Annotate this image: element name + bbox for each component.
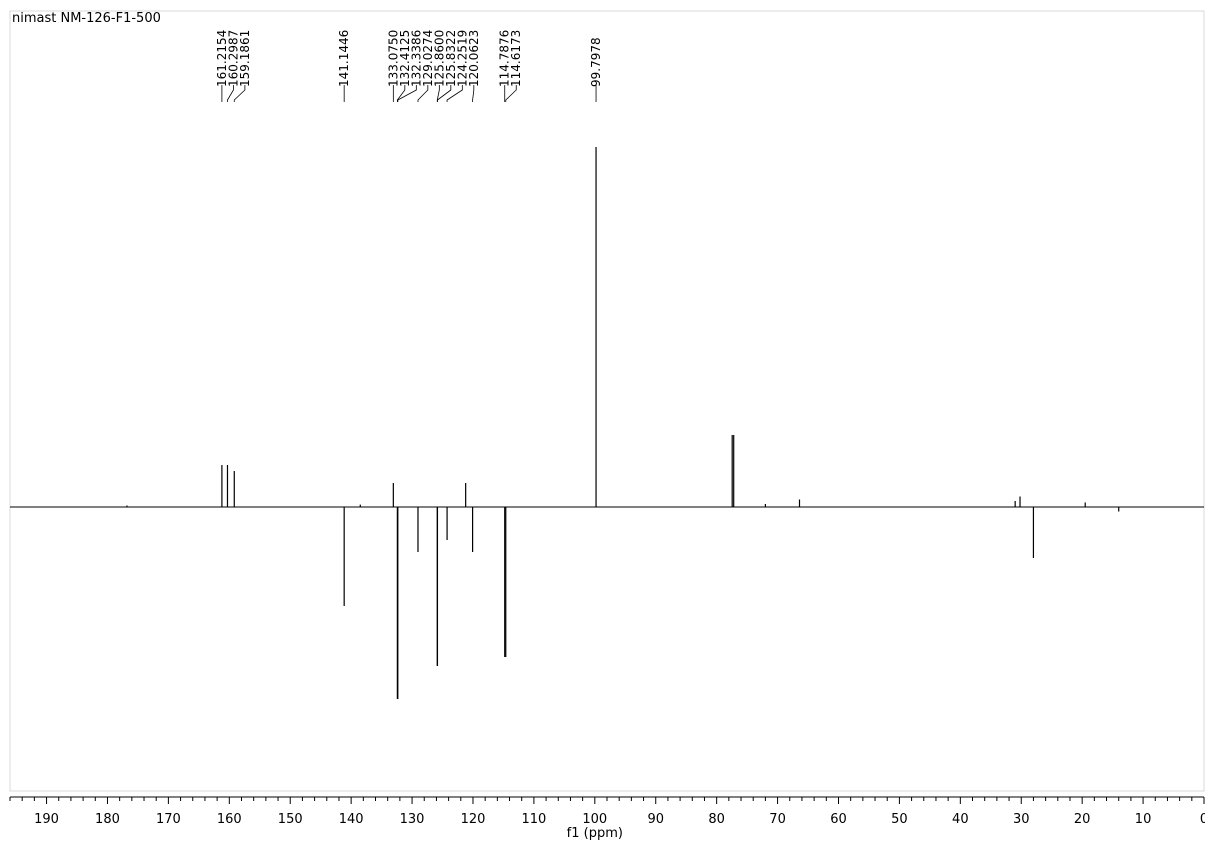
x-tick-label: 10 — [1135, 812, 1152, 827]
peak-label: 114.6173 — [509, 30, 523, 87]
peak-label-leader — [505, 85, 517, 102]
peak-label: 124.2519 — [455, 30, 469, 87]
x-tick-label: 150 — [278, 812, 303, 827]
x-tick-label: 160 — [217, 812, 242, 827]
peak-label: 132.3386 — [409, 30, 423, 87]
peak-label: 132.4125 — [398, 30, 412, 87]
x-tick-label: 60 — [830, 812, 847, 827]
x-tick-label: 70 — [769, 812, 786, 827]
x-tick-label: 20 — [1074, 812, 1091, 827]
peak-label: 160.2987 — [226, 30, 240, 87]
x-tick-label: 120 — [461, 812, 486, 827]
spectrum-trace — [10, 147, 1204, 699]
x-tick-label: 0 — [1200, 812, 1205, 827]
peak-label: 129.0274 — [421, 30, 435, 87]
x-tick-label: 110 — [521, 812, 546, 827]
x-tick-label: 50 — [891, 812, 908, 827]
x-tick-label: 100 — [582, 812, 607, 827]
x-tick-label: 180 — [95, 812, 120, 827]
x-axis-label: f1 (ppm) — [567, 826, 623, 841]
peak-label: 125.8322 — [444, 30, 458, 87]
peak-label: 161.2154 — [215, 30, 229, 87]
peak-label: 141.1446 — [337, 30, 351, 87]
peak-label: 159.1861 — [238, 30, 252, 87]
plot-frame — [9, 10, 1205, 792]
x-tick-label: 90 — [647, 812, 664, 827]
x-tick-label: 140 — [339, 812, 364, 827]
peak-label: 120.0623 — [467, 30, 481, 87]
peak-label: 133.0750 — [386, 30, 400, 87]
peak-label: 99.7978 — [589, 37, 603, 87]
x-tick-label: 130 — [400, 812, 425, 827]
peak-label: 125.8600 — [432, 30, 446, 87]
x-axis: 190 180 170 160 150 140 130 120 110 100 90 80 70 60 50… — [9, 796, 1205, 841]
peak-label-leader — [227, 85, 234, 102]
x-tick-label: 80 — [708, 812, 725, 827]
x-tick-label: 170 — [156, 812, 181, 827]
x-tick-label: 30 — [1013, 812, 1030, 827]
x-tick-label: 190 — [34, 812, 59, 827]
x-tick-label: 40 — [952, 812, 969, 827]
peak-label-leader — [417, 85, 429, 102]
peak-label-leader — [397, 85, 417, 102]
peak-label-leader — [233, 85, 246, 102]
peak-label-leader — [396, 85, 406, 102]
peak-label-leader — [472, 85, 475, 102]
peak-label-leader — [437, 85, 452, 102]
peak-label-leader — [446, 85, 463, 102]
sample-title: nimast NM-126-F1-500 — [12, 11, 161, 26]
peak-label: 114.7876 — [498, 30, 512, 87]
